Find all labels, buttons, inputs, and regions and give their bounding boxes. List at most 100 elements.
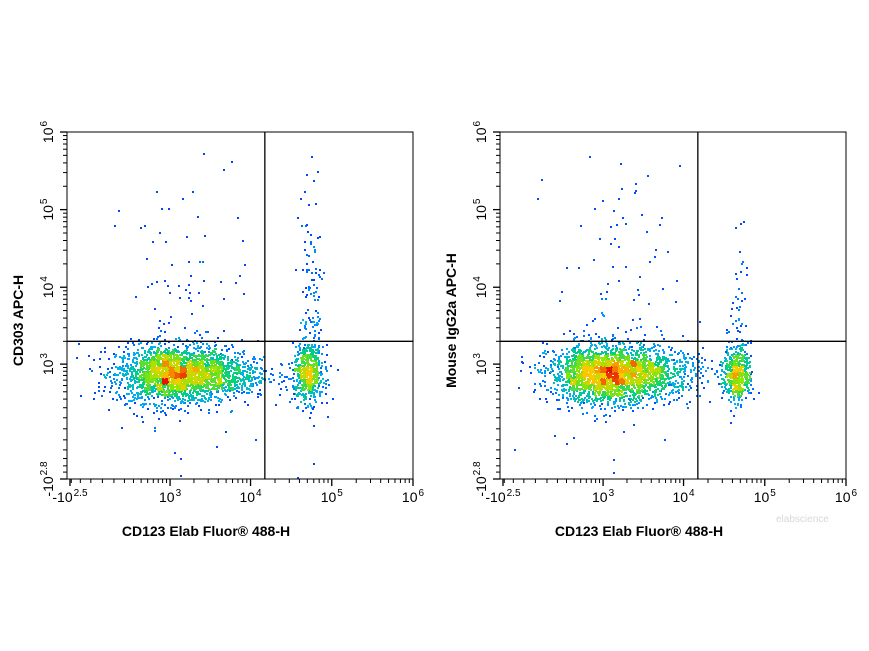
data-point (586, 412, 588, 414)
data-point (619, 348, 621, 350)
data-point (303, 375, 305, 377)
data-point (149, 403, 151, 405)
data-point (573, 333, 575, 335)
data-point (568, 356, 570, 358)
data-point (145, 356, 147, 358)
data-point (191, 313, 193, 315)
data-point (153, 365, 155, 367)
data-point (615, 400, 617, 402)
data-point (313, 337, 315, 339)
data-point (592, 400, 594, 402)
data-point (156, 385, 158, 387)
data-point (219, 398, 221, 400)
data-point (150, 372, 152, 374)
data-point (207, 362, 209, 364)
data-point (305, 407, 307, 409)
data-point (128, 355, 130, 357)
data-point (185, 356, 187, 358)
data-point (136, 361, 138, 363)
data-point (550, 360, 552, 362)
data-point (605, 341, 607, 343)
data-point (187, 375, 189, 377)
data-point (302, 349, 304, 351)
data-point (228, 386, 230, 388)
data-point (560, 365, 562, 367)
data-point (317, 316, 319, 318)
data-point (293, 393, 295, 395)
data-point (598, 336, 600, 338)
data-point (319, 382, 321, 384)
data-point (109, 391, 111, 393)
data-point (195, 383, 197, 385)
data-point (325, 380, 327, 382)
data-point (216, 383, 218, 385)
data-point (312, 261, 314, 263)
data-point (319, 393, 321, 395)
data-point (185, 383, 187, 385)
data-point (624, 406, 626, 408)
data-point (631, 346, 633, 348)
data-point (544, 350, 546, 352)
data-point (187, 361, 189, 363)
data-point (231, 367, 233, 369)
data-point (193, 347, 195, 349)
data-point (576, 346, 578, 348)
data-point (318, 296, 320, 298)
data-point (321, 353, 323, 355)
data-point (304, 249, 306, 251)
data-point (224, 375, 226, 377)
data-point (543, 356, 545, 358)
data-point (167, 357, 169, 359)
data-point (310, 388, 312, 390)
data-point (103, 374, 105, 376)
data-point (177, 346, 179, 348)
data-point (322, 386, 324, 388)
data-point (146, 343, 148, 345)
data-point (555, 377, 557, 379)
data-point (304, 344, 306, 346)
data-point (312, 321, 314, 323)
data-point (595, 385, 597, 387)
data-point (165, 241, 167, 243)
data-point (172, 405, 174, 407)
y-tick-base: -10 (40, 476, 56, 496)
data-point (598, 355, 600, 357)
data-point (227, 362, 229, 364)
data-point (129, 386, 131, 388)
data-point (567, 399, 569, 401)
data-point (140, 227, 142, 229)
data-point (214, 341, 216, 343)
data-point (212, 374, 214, 376)
data-point (589, 347, 591, 349)
data-point (322, 346, 324, 348)
data-point (201, 369, 203, 371)
data-point (167, 376, 169, 378)
data-point (220, 380, 222, 382)
data-point (133, 354, 135, 356)
data-point (183, 392, 185, 394)
data-point (141, 354, 143, 356)
data-point (292, 377, 294, 379)
data-point (296, 358, 298, 360)
data-point (151, 283, 153, 285)
data-point (320, 373, 322, 375)
data-point (547, 351, 549, 353)
data-point (204, 359, 206, 361)
data-point (239, 364, 241, 366)
data-point (126, 403, 128, 405)
data-point (211, 393, 213, 395)
data-point (177, 358, 179, 360)
data-point (297, 387, 299, 389)
data-point (304, 191, 306, 193)
data-point (91, 370, 93, 372)
data-point (612, 353, 614, 355)
data-point (122, 357, 124, 359)
data-point (163, 359, 165, 361)
data-point (313, 368, 315, 370)
data-point (230, 411, 232, 413)
data-point (147, 374, 149, 376)
data-point (312, 389, 314, 391)
data-point (313, 378, 315, 380)
data-point (251, 366, 253, 368)
data-point (240, 373, 242, 375)
